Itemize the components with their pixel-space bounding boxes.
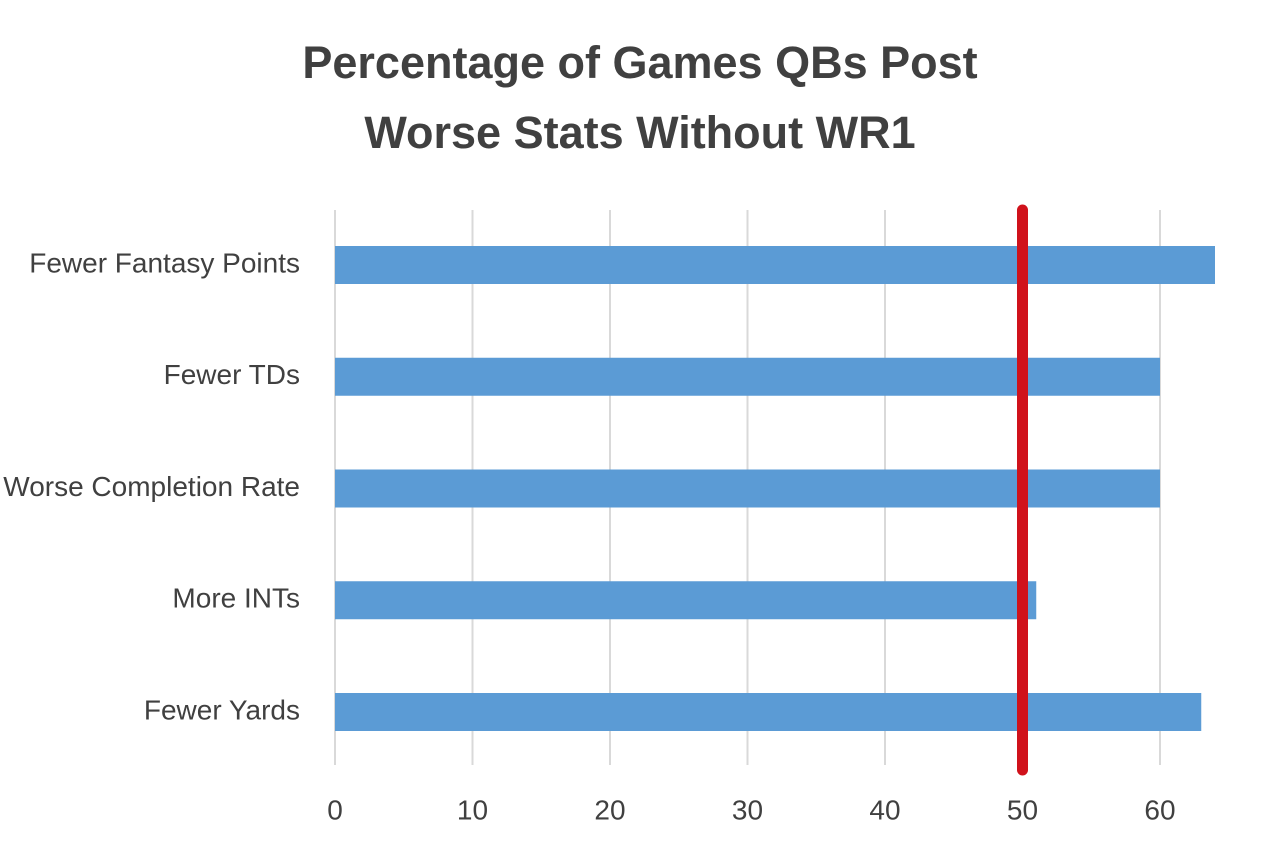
x-tick-label: 40 xyxy=(869,794,900,825)
y-tick-label: Fewer Fantasy Points xyxy=(29,247,300,278)
bar xyxy=(335,469,1160,508)
y-tick-label: Worse Completion Rate xyxy=(3,471,300,502)
x-tick-label: 0 xyxy=(327,794,343,825)
bar xyxy=(335,581,1037,620)
x-tick-label: 30 xyxy=(732,794,763,825)
y-tick-label: Fewer Yards xyxy=(144,694,300,725)
x-tick-label: 10 xyxy=(457,794,488,825)
bar xyxy=(335,246,1215,284)
y-tick-label: Fewer TDs xyxy=(164,359,300,390)
chart-title: Percentage of Games QBs Post Worse Stats… xyxy=(302,37,978,158)
x-tick-label: 50 xyxy=(1007,794,1038,825)
x-tick-label: 60 xyxy=(1144,794,1175,825)
bar xyxy=(335,693,1202,731)
bar xyxy=(335,357,1160,396)
x-tick-label: 20 xyxy=(594,794,625,825)
y-tick-label: More INTs xyxy=(172,583,300,614)
